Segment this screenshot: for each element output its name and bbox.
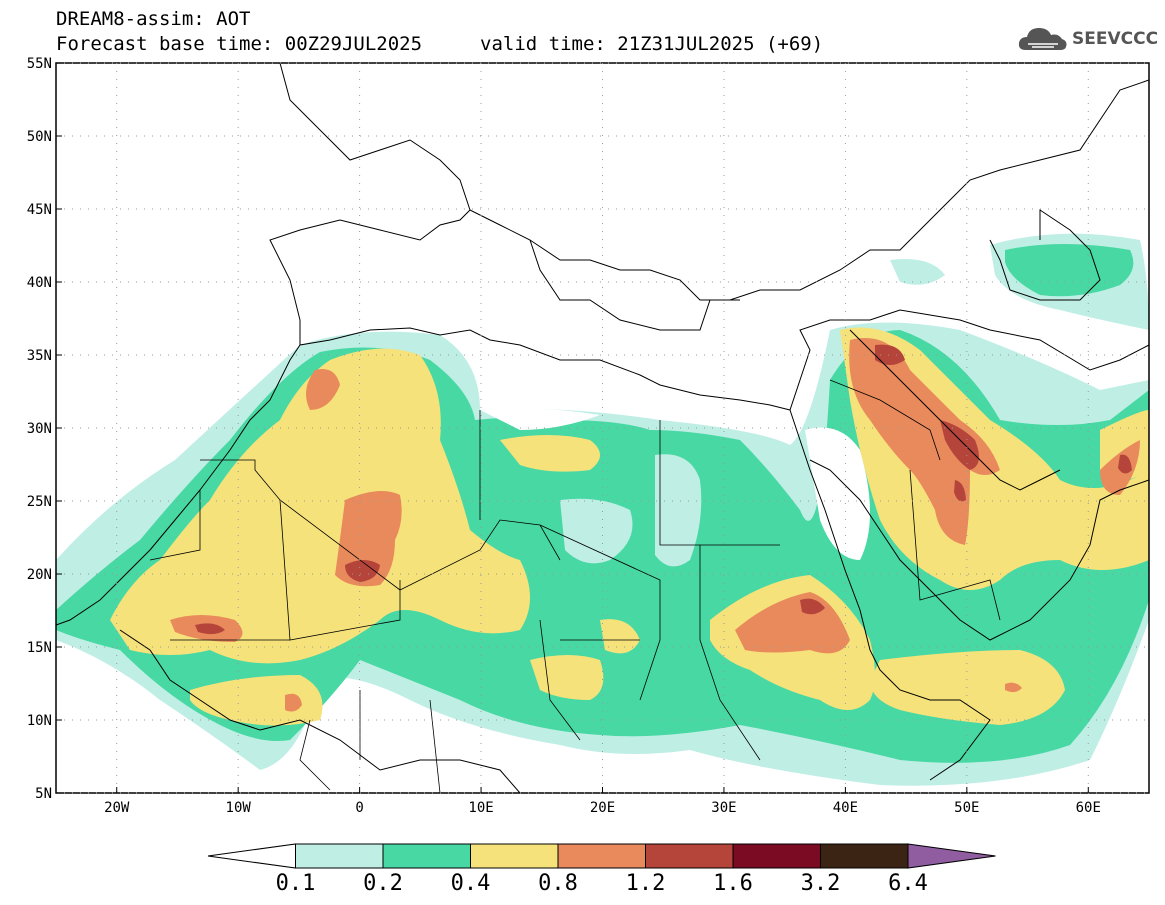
lat-tick-label: 35N	[27, 348, 52, 364]
colorbar-high-arrow	[907, 843, 996, 869]
lon-tick-label: 50E	[954, 800, 979, 816]
colorbar-level-label: 0.2	[363, 871, 403, 896]
colorbar-swatch	[470, 843, 559, 869]
aot-band-1.2	[195, 344, 1132, 635]
colorbar-swatch	[557, 843, 646, 869]
seevccc-logo: SEEVCCC	[1018, 24, 1158, 54]
colorbar: 0.1 0.2 0.4 0.8 1.2 1.6 3.2 6.4	[207, 843, 996, 896]
lon-tick-label: 0	[355, 800, 363, 816]
colorbar-level-label: 1.6	[713, 871, 753, 896]
colorbar-level-label: 0.8	[538, 871, 578, 896]
colorbar-swatch	[645, 843, 734, 869]
lat-tick-label: 30N	[27, 421, 52, 437]
lon-tick-label: 60E	[1076, 800, 1101, 816]
aot-field	[56, 233, 1149, 786]
base-time-label: Forecast base time: 00Z29JUL2025	[56, 33, 423, 55]
lat-tick-label: 25N	[27, 494, 52, 510]
lat-tick-label: 5N	[35, 786, 52, 802]
lat-tick-label: 50N	[27, 129, 52, 145]
colorbar-low-arrow	[207, 843, 296, 869]
lon-tick-label: 10E	[468, 800, 493, 816]
cloud-icon	[1018, 28, 1067, 50]
lon-tick-label: 20W	[104, 800, 130, 816]
graticule	[56, 62, 1149, 794]
colorbar-level-label: 3.2	[801, 871, 841, 896]
coastlines	[56, 63, 1149, 793]
logo-text: SEEVCCC	[1072, 29, 1159, 49]
lat-tick-label: 15N	[27, 640, 52, 656]
colorbar-level-label: 1.2	[626, 871, 666, 896]
lon-tick-label: 40E	[833, 800, 858, 816]
country-borders	[149, 379, 1001, 793]
lon-tick-label: 20E	[590, 800, 615, 816]
aot-clear-patches	[480, 408, 870, 567]
axis-labels: 55N 50N 45N 40N 35N 30N 25N 20N 15N 10N 5N 20W 10W 0 1…	[27, 56, 1101, 816]
colorbar-level-label: 6.4	[888, 871, 928, 896]
colorbar-swatch	[382, 843, 471, 869]
colorbar-swatch	[732, 843, 821, 869]
lat-tick-label: 10N	[27, 713, 52, 729]
map-title: DREAM8-assim: AOT	[56, 8, 251, 30]
colorbar-swatch	[295, 843, 384, 869]
colorbar-level-label: 0.1	[276, 871, 316, 896]
lat-tick-label: 55N	[27, 56, 52, 72]
lon-tick-label: 10W	[226, 800, 252, 816]
colorbar-swatch	[820, 843, 909, 869]
valid-time-label: valid time: 21Z31JUL2025 (+69)	[480, 33, 824, 55]
lon-tick-label: 30E	[711, 800, 736, 816]
colorbar-level-label: 0.4	[451, 871, 491, 896]
lat-tick-label: 20N	[27, 567, 52, 583]
lat-tick-label: 45N	[27, 202, 52, 218]
lat-tick-label: 40N	[27, 275, 52, 291]
